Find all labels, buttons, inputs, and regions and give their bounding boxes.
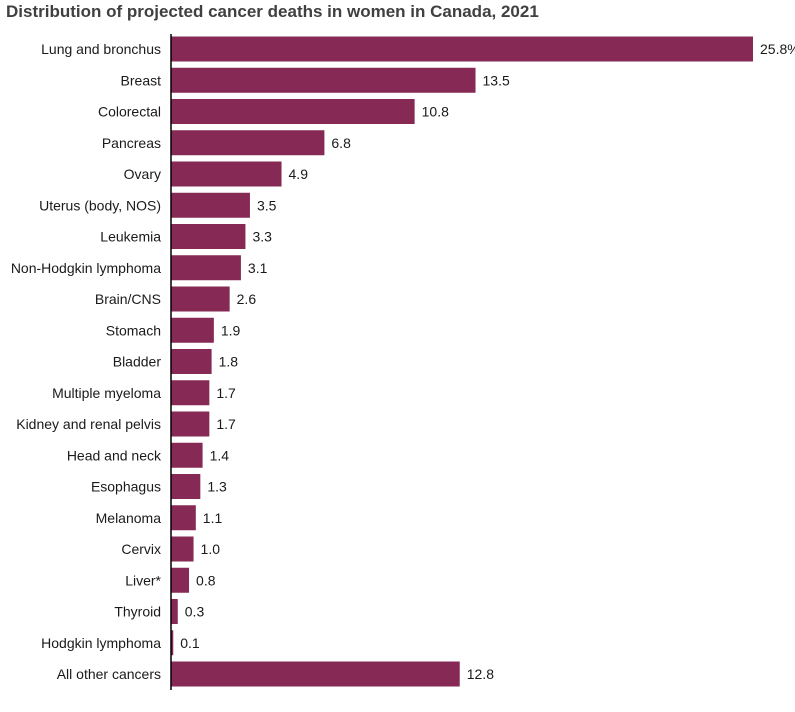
bar bbox=[171, 599, 178, 624]
category-label: All other cancers bbox=[57, 666, 161, 682]
bar bbox=[171, 99, 415, 124]
value-label: 10.8 bbox=[422, 104, 449, 120]
bar bbox=[171, 286, 230, 312]
value-label: 1.9 bbox=[221, 322, 241, 338]
category-label: Leukemia bbox=[100, 229, 161, 245]
bar bbox=[171, 224, 246, 249]
value-label: 13.5 bbox=[483, 72, 510, 88]
category-label: Cervix bbox=[121, 541, 161, 557]
bar bbox=[171, 567, 190, 593]
value-label: 3.1 bbox=[248, 260, 268, 276]
bar bbox=[171, 505, 196, 531]
bar bbox=[171, 661, 460, 687]
category-label: Kidney and renal pelvis bbox=[16, 416, 161, 432]
bar bbox=[171, 161, 282, 187]
category-label: Uterus (body, NOS) bbox=[39, 197, 161, 213]
bar bbox=[171, 380, 210, 406]
value-label: 2.6 bbox=[237, 291, 257, 307]
bar bbox=[171, 411, 210, 437]
bar bbox=[171, 67, 476, 93]
value-label: 0.3 bbox=[185, 604, 205, 620]
value-label: 1.0 bbox=[201, 541, 221, 557]
category-label: Stomach bbox=[106, 322, 161, 338]
bar bbox=[171, 442, 203, 468]
value-label: 3.5 bbox=[257, 197, 277, 213]
value-label: 1.8 bbox=[219, 354, 239, 370]
bar bbox=[171, 317, 214, 343]
value-label: 12.8 bbox=[467, 666, 494, 682]
value-label: 4.9 bbox=[289, 166, 309, 182]
value-label: 1.1 bbox=[203, 510, 223, 526]
category-label: Thyroid bbox=[114, 604, 161, 620]
value-label: 0.1 bbox=[180, 635, 200, 651]
value-label: 1.3 bbox=[207, 479, 227, 495]
bar bbox=[171, 255, 241, 281]
bar bbox=[171, 349, 212, 374]
category-label: Head and neck bbox=[67, 447, 162, 463]
category-label: Hodgkin lymphoma bbox=[41, 635, 161, 651]
category-label: Melanoma bbox=[96, 510, 162, 526]
category-label: Multiple myeloma bbox=[52, 385, 161, 401]
category-label: Liver* bbox=[125, 572, 161, 588]
value-label: 6.8 bbox=[331, 135, 351, 151]
category-label: Esophagus bbox=[91, 479, 161, 495]
value-label: 1.4 bbox=[210, 447, 230, 463]
chart-title: Distribution of projected cancer deaths … bbox=[6, 2, 539, 21]
category-label: Bladder bbox=[113, 354, 162, 370]
bar bbox=[171, 630, 174, 656]
category-label: Lung and bronchus bbox=[41, 41, 161, 57]
value-label: 0.8 bbox=[196, 572, 216, 588]
bar bbox=[171, 474, 201, 499]
category-label: Pancreas bbox=[102, 135, 161, 151]
category-label: Non-Hodgkin lymphoma bbox=[11, 260, 161, 276]
bar bbox=[171, 36, 753, 62]
value-label: 1.7 bbox=[216, 416, 236, 432]
bar bbox=[171, 130, 325, 156]
bar bbox=[171, 536, 194, 562]
bar bbox=[171, 192, 250, 218]
category-label: Ovary bbox=[124, 166, 161, 182]
value-label: 3.3 bbox=[252, 229, 272, 245]
value-label: 25.8% bbox=[760, 41, 795, 57]
category-label: Breast bbox=[121, 72, 162, 88]
category-label: Colorectal bbox=[98, 104, 161, 120]
category-label: Brain/CNS bbox=[95, 291, 161, 307]
value-label: 1.7 bbox=[216, 385, 236, 401]
